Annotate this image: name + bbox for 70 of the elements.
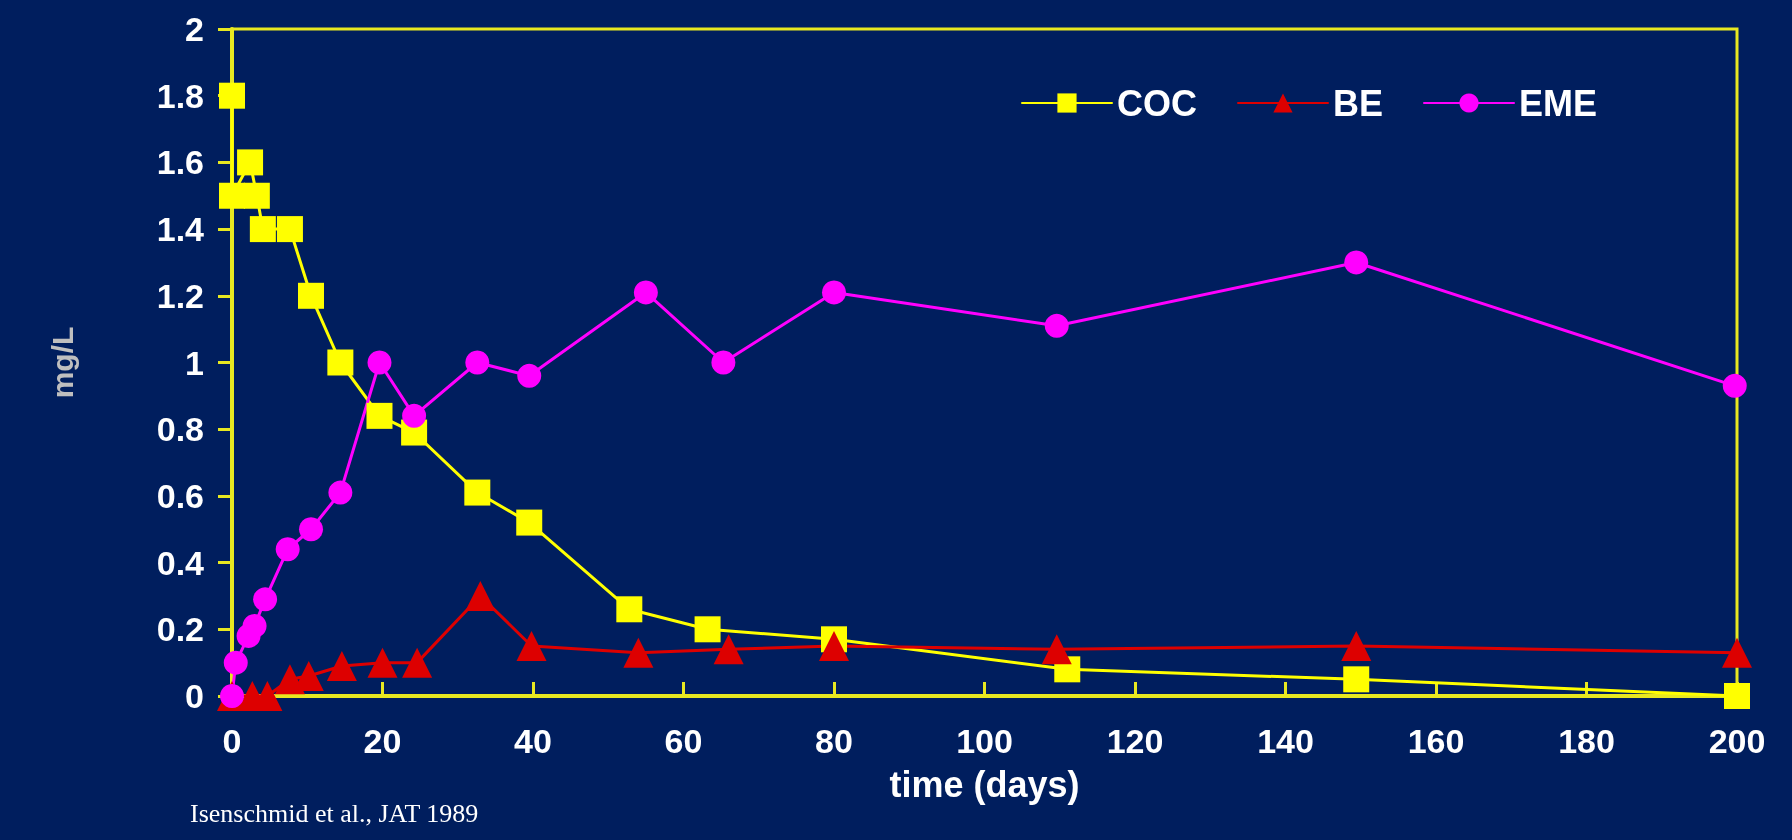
point bbox=[243, 182, 270, 209]
point bbox=[242, 613, 267, 638]
x-tick-label: 200 bbox=[1708, 722, 1766, 760]
point bbox=[616, 596, 643, 623]
point bbox=[249, 216, 276, 243]
y-tick-label: 1.6 bbox=[156, 143, 204, 182]
point bbox=[517, 363, 542, 388]
y-tick-label: 1.4 bbox=[156, 210, 205, 249]
x-tick-label: 60 bbox=[664, 722, 703, 760]
point bbox=[219, 82, 245, 109]
point bbox=[223, 650, 248, 675]
point bbox=[402, 403, 427, 428]
y-tick-label: 0 bbox=[185, 677, 204, 715]
point bbox=[633, 280, 658, 305]
x-tick-label: 140 bbox=[1257, 722, 1314, 760]
point bbox=[1341, 630, 1372, 661]
legend-label: COC bbox=[1116, 82, 1197, 124]
point bbox=[327, 349, 354, 376]
x-tick-label: 180 bbox=[1558, 722, 1615, 760]
y-tick-label: 1 bbox=[185, 343, 204, 382]
point bbox=[1343, 666, 1370, 693]
point bbox=[711, 350, 736, 375]
point bbox=[822, 280, 846, 305]
point bbox=[1722, 373, 1747, 398]
point bbox=[326, 650, 357, 681]
point bbox=[237, 149, 264, 176]
point bbox=[1724, 683, 1750, 709]
y-tick-label: 2 bbox=[185, 10, 204, 48]
point bbox=[367, 350, 392, 375]
point bbox=[713, 634, 744, 665]
point bbox=[298, 282, 325, 309]
y-tick-label: 1.2 bbox=[156, 276, 204, 315]
point bbox=[367, 647, 398, 678]
legend-label: EME bbox=[1518, 82, 1597, 124]
y-tick-label: 0.2 bbox=[156, 610, 204, 649]
point bbox=[464, 479, 491, 506]
y-tick-label: 0.8 bbox=[156, 410, 204, 449]
point bbox=[1722, 637, 1752, 668]
point bbox=[1044, 313, 1069, 338]
point bbox=[328, 480, 353, 505]
point bbox=[253, 587, 278, 612]
point bbox=[1344, 250, 1369, 275]
point bbox=[623, 637, 654, 668]
x-tick-label: 160 bbox=[1407, 722, 1465, 760]
point bbox=[1041, 634, 1072, 665]
y-tick-label: 0.6 bbox=[156, 476, 204, 515]
point bbox=[276, 216, 303, 243]
x-tick-label: 40 bbox=[514, 722, 552, 760]
x-tick-label: 20 bbox=[363, 722, 402, 760]
point bbox=[366, 402, 393, 429]
point bbox=[299, 517, 324, 542]
y-axis-title: mg/L bbox=[45, 326, 79, 399]
text: Isenschmid et al., JAT 1989 bbox=[190, 798, 479, 828]
point bbox=[402, 647, 433, 678]
point bbox=[819, 630, 849, 661]
legend-label: BE bbox=[1332, 82, 1383, 124]
x-tick-label: 120 bbox=[1106, 722, 1164, 760]
y-tick-label: 0.4 bbox=[156, 543, 205, 582]
point bbox=[219, 182, 245, 209]
point bbox=[694, 616, 721, 643]
point bbox=[516, 509, 543, 536]
x-tick-label: 0 bbox=[222, 722, 242, 760]
x-axis-title: time (days) bbox=[889, 763, 1080, 805]
point bbox=[275, 537, 300, 562]
point bbox=[465, 580, 496, 611]
x-tick-label: 100 bbox=[956, 722, 1013, 760]
point bbox=[465, 350, 490, 375]
y-tick-label: 1.8 bbox=[156, 76, 204, 115]
x-tick-label: 80 bbox=[815, 722, 853, 760]
point bbox=[516, 630, 547, 661]
